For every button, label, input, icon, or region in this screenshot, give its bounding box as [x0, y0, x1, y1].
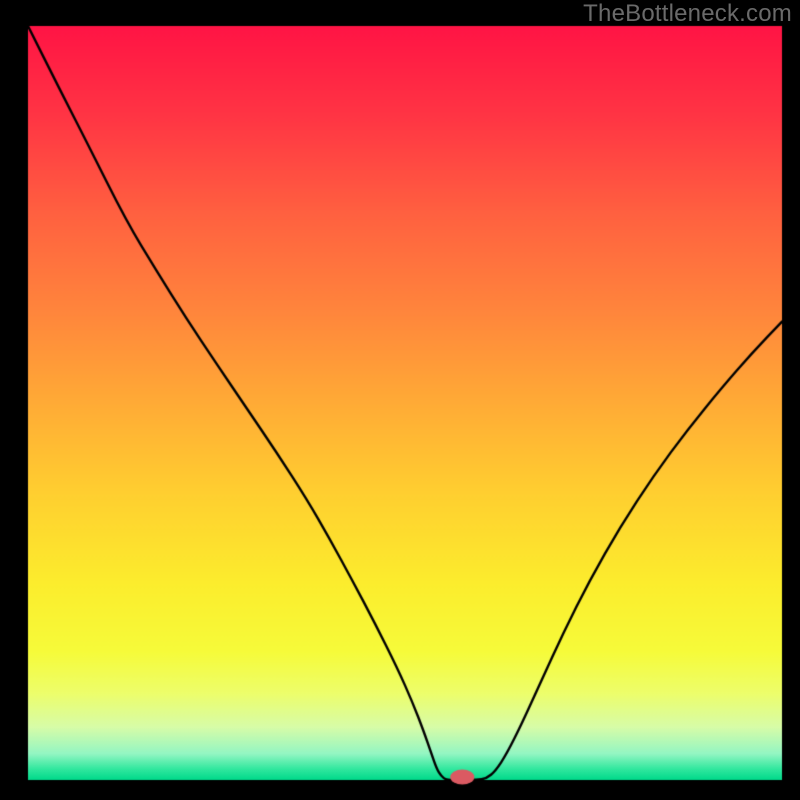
bottleneck-chart: [0, 0, 800, 800]
chart-stage: TheBottleneck.com: [0, 0, 800, 800]
